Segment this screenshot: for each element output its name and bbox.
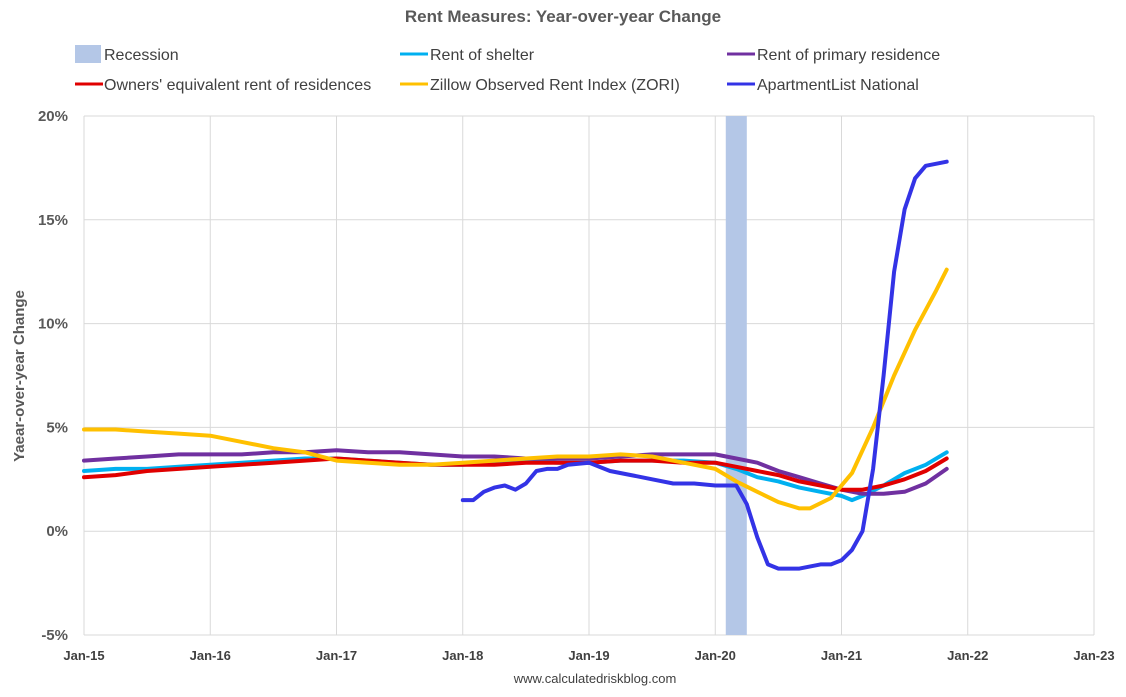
- gridlines: [83, 115, 1095, 636]
- series-lines: [82, 159, 949, 571]
- x-tick-label: Jan-16: [190, 648, 231, 663]
- series-line-zillow-observed-rent-index-zori: [82, 267, 949, 511]
- y-tick-label: 10%: [38, 316, 68, 333]
- legend-label-recession: Recession: [104, 47, 179, 64]
- y-tick-label: 20%: [38, 108, 68, 125]
- x-tick-label: Jan-17: [316, 648, 357, 663]
- legend-label-rent-of-shelter: Rent of shelter: [430, 47, 535, 64]
- x-tick-label: Jan-18: [442, 648, 483, 663]
- x-tick-label: Jan-22: [947, 648, 988, 663]
- series-line-apartmentlist-national: [460, 159, 949, 571]
- x-tick-label: Jan-21: [821, 648, 862, 663]
- legend-label-apartmentlist: ApartmentList National: [757, 77, 919, 94]
- legend-label-owners-equivalent-rent: Owners' equivalent rent of residences: [104, 77, 371, 94]
- x-tick-label: Jan-20: [695, 648, 736, 663]
- legend-label-rent-of-primary-residence: Rent of primary residence: [757, 47, 940, 64]
- legend: Recession Rent of shelter Rent of primar…: [75, 45, 940, 94]
- y-tick-label: 15%: [38, 212, 68, 229]
- legend-label-zori: Zillow Observed Rent Index (ZORI): [430, 77, 680, 94]
- recession-shading: [725, 116, 747, 635]
- chart-title: Rent Measures: Year-over-year Change: [405, 7, 721, 26]
- legend-swatch-recession: [75, 45, 101, 63]
- y-tick-label: 0%: [46, 523, 68, 540]
- recession-band: [725, 116, 747, 635]
- x-tick-label: Jan-23: [1073, 648, 1114, 663]
- source-credit: www.calculatedriskblog.com: [513, 671, 677, 686]
- series-line-rent-of-primary-residence: [82, 448, 949, 496]
- x-tick-label: Jan-19: [568, 648, 609, 663]
- x-axis: Jan-15 Jan-16 Jan-17 Jan-18 Jan-19 Jan-20 Jan-…: [63, 648, 1114, 663]
- y-tick-label: 5%: [46, 419, 68, 436]
- x-tick-label: Jan-15: [63, 648, 104, 663]
- y-tick-label: -5%: [41, 627, 68, 644]
- y-axis-label: Yaear-over-year Change: [11, 290, 28, 462]
- y-axis: -5% 0% 5% 10% 15% 20%: [38, 108, 68, 644]
